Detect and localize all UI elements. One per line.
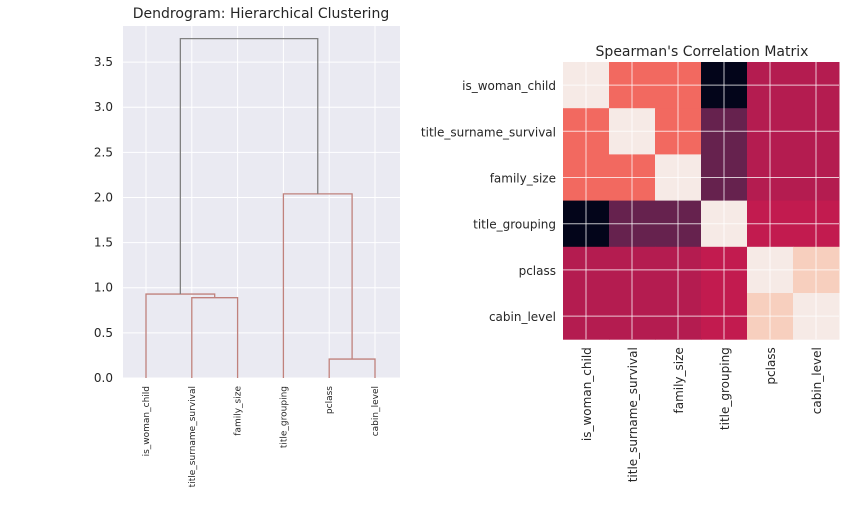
dendrogram-link [191, 297, 239, 378]
dendrogram-y-tick-label: 1.5 [94, 236, 113, 250]
heatmap-x-label: pclass [764, 347, 778, 384]
dendrogram-chart: 0.0 0.5 1.0 1.5 2.0 2.5 3.0 3.5 is_woman_child t… [94, 6, 400, 487]
dendrogram-leaf-label: is_woman_child [142, 386, 152, 456]
dendrogram-links [145, 37, 376, 378]
heatmap-y-label: pclass [519, 264, 556, 278]
dendrogram-title: Dendrogram: Hierarchical Clustering [133, 6, 389, 22]
dendrogram-leaf-label: title_surname_survival [188, 386, 198, 487]
dendrogram-y-tick-label: 0.5 [94, 326, 113, 340]
heatmap-y-label: title_grouping [473, 218, 556, 232]
dendrogram-y-tick-label: 3.5 [94, 55, 113, 69]
heatmap-y-label: family_size [490, 172, 556, 186]
heatmap-x-label: title_grouping [718, 347, 732, 430]
dendrogram-y-tick-label: 2.0 [94, 190, 113, 204]
dendrogram-y-ticks: 0.0 0.5 1.0 1.5 2.0 2.5 3.0 3.5 [94, 55, 113, 385]
dendrogram-leaf-labels: is_woman_child title_surname_survival fami… [142, 386, 381, 488]
dendrogram-plot-area [123, 26, 400, 378]
dendrogram-link [179, 37, 319, 295]
dendrogram-grid [123, 26, 400, 379]
heatmap-x-labels: is_woman_child title_surname_survival fami… [580, 347, 824, 482]
heatmap-grid [563, 62, 839, 340]
dendrogram-leaf-label: pclass [325, 386, 335, 414]
dendrogram-leaf-label: cabin_level [371, 386, 381, 436]
heatmap-y-label: cabin_level [489, 310, 556, 324]
dendrogram-y-tick-label: 0.0 [94, 371, 113, 385]
heatmap-x-label: title_surname_survival [626, 347, 640, 482]
dendrogram-y-tick-label: 2.5 [94, 145, 113, 159]
heatmap-y-label: is_woman_child [462, 79, 556, 93]
heatmap-x-label: is_woman_child [580, 347, 594, 441]
dendrogram-y-tick-label: 1.0 [94, 281, 113, 295]
heatmap-title: Spearman's Correlation Matrix [596, 44, 809, 60]
dendrogram-y-tick-label: 3.0 [94, 100, 113, 114]
dendrogram-link [145, 293, 216, 378]
heatmap-y-label: title_surname_survival [421, 125, 556, 139]
dendrogram-leaf-label: title_grouping [279, 386, 289, 448]
heatmap-x-label: cabin_level [810, 347, 824, 414]
dendrogram-link [282, 193, 353, 378]
correlation-heatmap-chart: is_woman_childtitle_surname_survivalfami… [421, 44, 840, 482]
heatmap-cells [563, 62, 840, 340]
heatmap-y-labels: is_woman_child title_surname_survivalfami… [421, 79, 556, 324]
heatmap-x-label: family_size [672, 347, 686, 413]
dendrogram-leaf-label: family_size [234, 386, 244, 436]
